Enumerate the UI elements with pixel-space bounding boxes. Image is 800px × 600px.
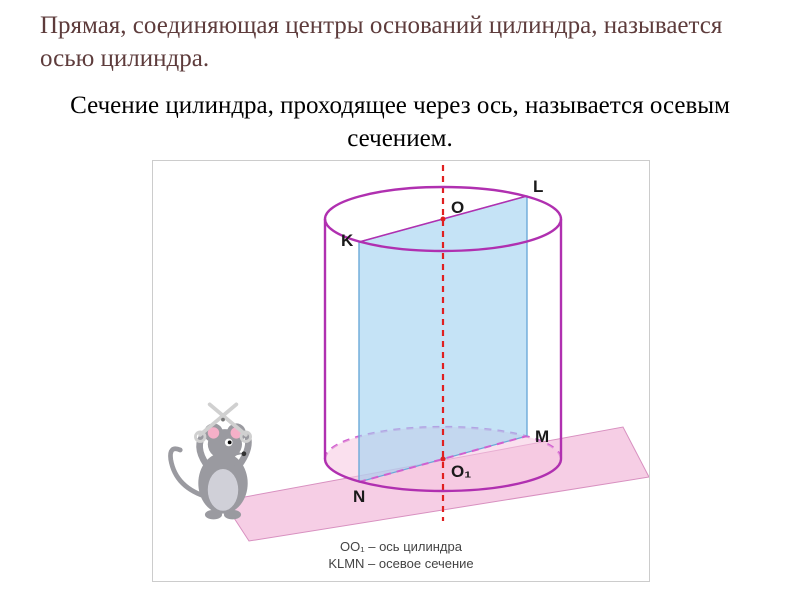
legend-section: KLMN – осевое сечение (328, 556, 473, 571)
figure-container: K L M N O O₁ OO₁ – ось цилиндра KLMN – осевое… (152, 160, 650, 582)
svg-text:O: O (451, 198, 464, 217)
definition-axis: Прямая, соединяющая центры оснований цил… (40, 10, 760, 75)
legend-axis: OO₁ – ось цилиндра (340, 539, 462, 554)
mouse-illustration (170, 404, 250, 519)
legend: OO₁ – ось цилиндра KLMN – осевое сечение (153, 538, 649, 573)
svg-text:K: K (341, 231, 354, 250)
svg-text:N: N (353, 487, 365, 506)
cylinder-diagram: K L M N O O₁ (153, 161, 649, 581)
svg-text:O₁: O₁ (451, 462, 471, 481)
slide: Прямая, соединяющая центры оснований цил… (0, 0, 800, 600)
svg-text:M: M (535, 427, 549, 446)
definition-axial-section: Сечение цилиндра, проходящее через ось, … (40, 90, 760, 155)
svg-text:L: L (533, 177, 543, 196)
